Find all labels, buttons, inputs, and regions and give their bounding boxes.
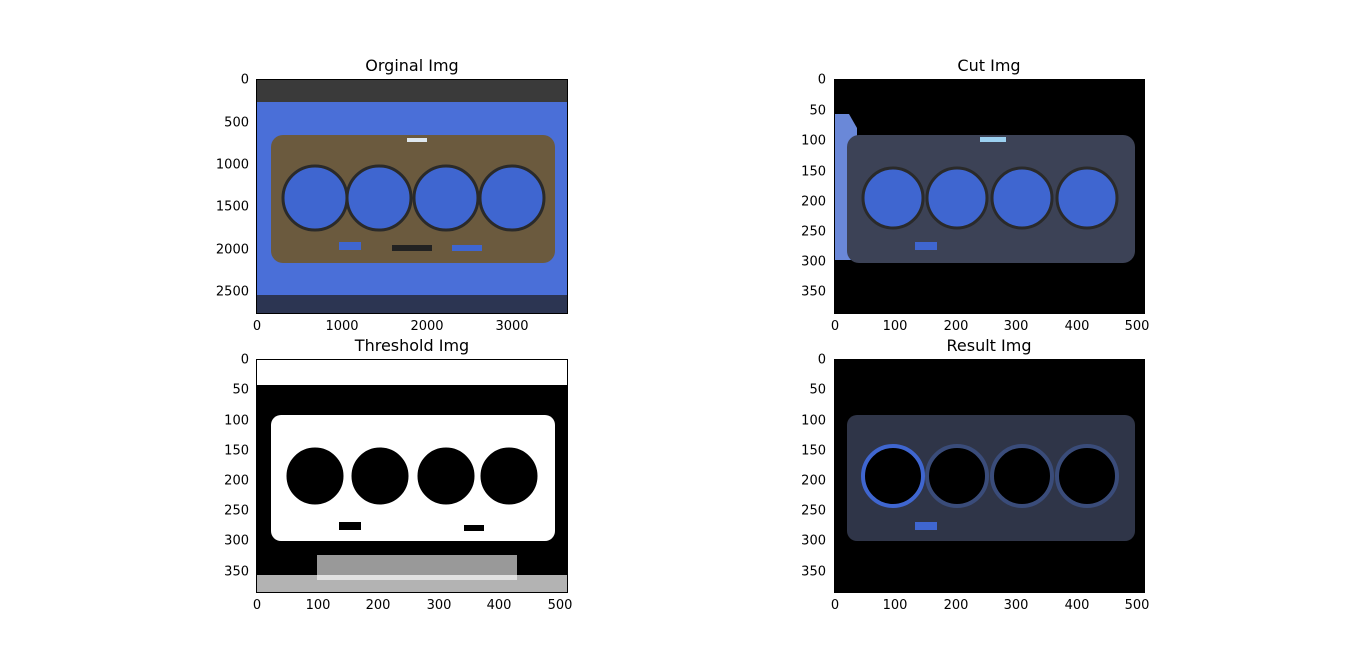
- xtick-threshold-3: 300: [426, 598, 452, 613]
- threshold-image: [257, 360, 567, 592]
- panel-title-result: Result Img: [946, 336, 1032, 355]
- xtick-original-1: 1000: [325, 319, 359, 334]
- panel-title-original: Orginal Img: [365, 56, 459, 75]
- xtick-cut-3: 300: [1003, 319, 1029, 334]
- xtick-cut-0: 0: [830, 319, 840, 334]
- xtick-cut-5: 500: [1124, 319, 1150, 334]
- ytick-result-1: 50: [809, 382, 826, 398]
- ytick-result-2: 100: [801, 413, 826, 429]
- cut-image: [835, 80, 1144, 313]
- xtick-cut-2: 200: [943, 319, 969, 334]
- ytick-result-4: 200: [801, 473, 826, 489]
- original-image: [257, 80, 567, 313]
- ytick-threshold-2: 100: [224, 413, 249, 429]
- ytick-threshold-6: 300: [224, 533, 249, 549]
- xtick-result-2: 200: [943, 598, 969, 613]
- panel-title-threshold: Threshold Img: [354, 336, 470, 355]
- ytick-result-0: 0: [817, 352, 826, 368]
- xtick-threshold-1: 100: [305, 598, 331, 613]
- xtick-result-4: 400: [1064, 598, 1090, 613]
- ytick-cut-4: 200: [801, 194, 826, 210]
- xtick-result-5: 500: [1124, 598, 1150, 613]
- ytick-threshold-5: 250: [224, 503, 249, 519]
- ytick-threshold-1: 50: [232, 382, 249, 398]
- xtick-threshold-5: 500: [547, 598, 573, 613]
- result-image: [835, 360, 1144, 592]
- ytick-threshold-3: 150: [224, 443, 249, 459]
- xtick-result-1: 100: [882, 598, 908, 613]
- xtick-cut-4: 400: [1064, 319, 1090, 334]
- ytick-result-7: 350: [801, 564, 826, 580]
- axes-result: [834, 359, 1145, 593]
- ytick-result-3: 150: [801, 443, 826, 459]
- ytick-cut-7: 350: [801, 284, 826, 300]
- xtick-original-0: 0: [252, 319, 262, 334]
- ytick-original-4: 2000: [215, 242, 249, 258]
- axes-original: [256, 79, 568, 314]
- xtick-result-3: 300: [1003, 598, 1029, 613]
- ytick-original-3: 1500: [215, 199, 249, 215]
- xtick-threshold-2: 200: [365, 598, 391, 613]
- xtick-original-2: 2000: [410, 319, 444, 334]
- ytick-threshold-4: 200: [224, 473, 249, 489]
- ytick-result-5: 250: [801, 503, 826, 519]
- xtick-cut-1: 100: [882, 319, 908, 334]
- ytick-original-0: 0: [240, 72, 249, 88]
- xtick-threshold-4: 400: [486, 598, 512, 613]
- axes-threshold: [256, 359, 568, 593]
- ytick-cut-5: 250: [801, 224, 826, 240]
- ytick-original-5: 2500: [215, 284, 249, 300]
- xtick-threshold-0: 0: [252, 598, 262, 613]
- ytick-threshold-7: 350: [224, 564, 249, 580]
- ytick-cut-6: 300: [801, 254, 826, 270]
- xtick-result-0: 0: [830, 598, 840, 613]
- xtick-original-3: 3000: [495, 319, 529, 334]
- ytick-cut-3: 150: [801, 164, 826, 180]
- ytick-cut-1: 50: [809, 103, 826, 119]
- panel-title-cut: Cut Img: [957, 56, 1021, 75]
- ytick-threshold-0: 0: [240, 352, 249, 368]
- ytick-result-6: 300: [801, 533, 826, 549]
- ytick-original-1: 500: [224, 115, 249, 131]
- ytick-cut-0: 0: [817, 72, 826, 88]
- axes-cut: [834, 79, 1145, 314]
- ytick-original-2: 1000: [215, 157, 249, 173]
- ytick-cut-2: 100: [801, 133, 826, 149]
